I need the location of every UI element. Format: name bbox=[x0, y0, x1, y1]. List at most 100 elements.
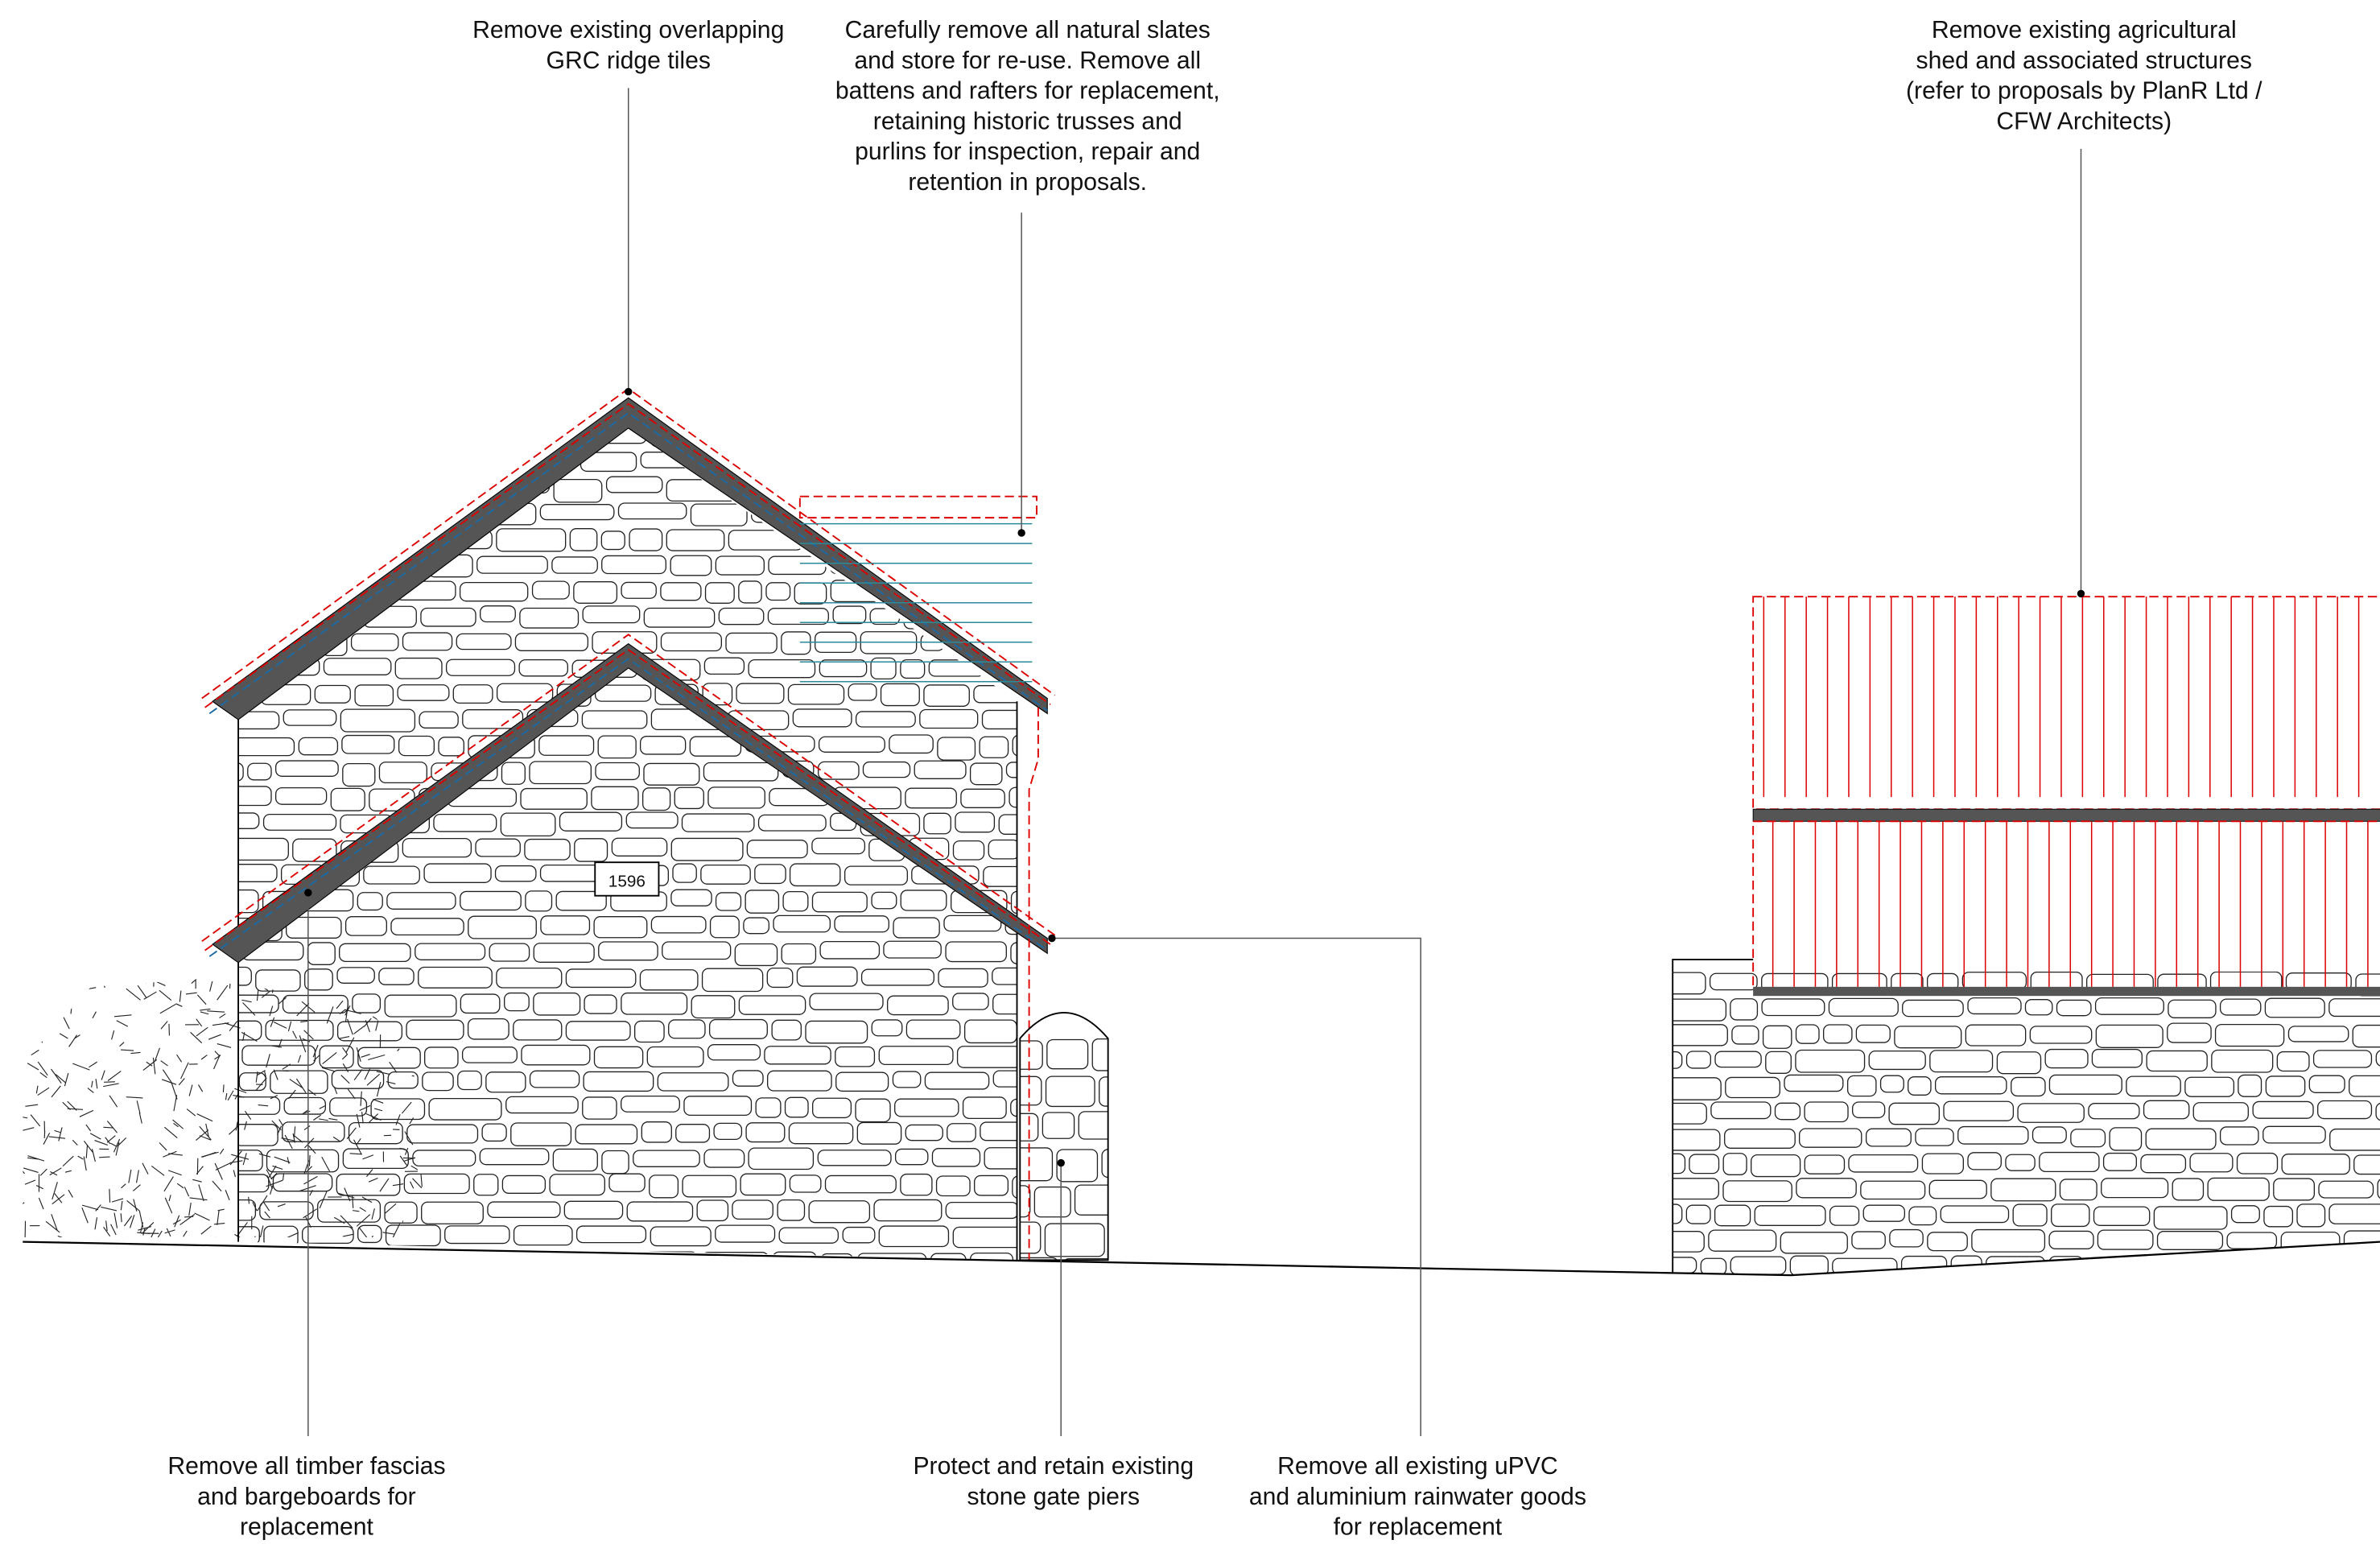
stone bbox=[1865, 1128, 1912, 1147]
leaf-stroke bbox=[164, 1229, 175, 1234]
stone bbox=[238, 1174, 270, 1193]
leaf-stroke bbox=[39, 1071, 47, 1079]
leaf-stroke bbox=[128, 1169, 132, 1183]
stone bbox=[611, 837, 668, 857]
stone bbox=[1879, 1075, 1904, 1093]
leaf-stroke bbox=[373, 1099, 384, 1104]
stone bbox=[507, 1251, 548, 1261]
leaf-stroke bbox=[51, 1214, 58, 1231]
leaf-stroke bbox=[215, 1162, 231, 1171]
stone bbox=[317, 1199, 382, 1223]
annotation-line: GRC ridge tiles bbox=[547, 47, 711, 74]
leaf-stroke bbox=[162, 1079, 177, 1085]
leaf-stroke bbox=[415, 979, 419, 985]
leaf-stroke bbox=[333, 1087, 338, 1095]
stone bbox=[1829, 1205, 1860, 1226]
stone bbox=[696, 1199, 729, 1222]
stone bbox=[901, 427, 940, 444]
stone bbox=[594, 684, 652, 702]
stone bbox=[354, 684, 394, 707]
stone bbox=[707, 1044, 761, 1061]
stone bbox=[1673, 1178, 1719, 1200]
stone bbox=[2143, 1100, 2190, 1120]
leaf-stroke bbox=[202, 1151, 217, 1158]
stone bbox=[1099, 1076, 1108, 1107]
leaf-stroke bbox=[194, 1212, 210, 1221]
leaf-stroke bbox=[72, 1139, 78, 1146]
leaf-stroke bbox=[404, 1147, 409, 1155]
stone bbox=[282, 1121, 345, 1142]
stone bbox=[421, 1201, 484, 1224]
stone bbox=[2375, 1050, 2380, 1067]
stone bbox=[344, 916, 387, 936]
stone bbox=[643, 762, 700, 786]
stone bbox=[1010, 890, 1017, 914]
stone bbox=[2086, 1257, 2120, 1276]
stone bbox=[670, 555, 712, 576]
stone bbox=[1967, 1152, 2002, 1170]
leaf-stroke bbox=[361, 1054, 370, 1058]
stone bbox=[263, 1225, 299, 1248]
stone bbox=[2029, 1026, 2093, 1044]
leaf-stroke bbox=[270, 1172, 278, 1180]
stone bbox=[238, 554, 241, 578]
stone bbox=[981, 709, 1017, 730]
stone bbox=[597, 735, 637, 759]
stone bbox=[298, 451, 369, 471]
leaf-stroke bbox=[289, 1079, 303, 1089]
stone bbox=[2101, 1178, 2169, 1199]
stone bbox=[468, 915, 537, 939]
stone bbox=[777, 1199, 806, 1221]
annotation-line: and store for re-use. Remove all bbox=[854, 47, 1201, 74]
leaf-stroke bbox=[105, 1220, 108, 1232]
stone bbox=[893, 917, 940, 939]
stone bbox=[2156, 1230, 2224, 1250]
stone bbox=[1927, 1232, 1968, 1252]
stone bbox=[238, 450, 249, 468]
leaf-stroke bbox=[179, 1214, 196, 1226]
stone bbox=[1860, 1180, 1926, 1200]
stone bbox=[292, 838, 337, 862]
leaf-stroke bbox=[83, 1156, 87, 1171]
stone bbox=[1813, 1282, 1872, 1303]
stone bbox=[2123, 1257, 2197, 1276]
leader-dot bbox=[2077, 589, 2085, 598]
leaf-stroke bbox=[435, 1121, 440, 1125]
stone bbox=[2252, 1100, 2314, 1119]
leaf-stroke bbox=[198, 1184, 204, 1202]
stone bbox=[519, 607, 580, 629]
leaf-stroke bbox=[27, 1063, 39, 1071]
leaf-stroke bbox=[256, 1070, 266, 1076]
annotation-line: Remove all existing uPVC bbox=[1277, 1453, 1558, 1480]
stone bbox=[238, 530, 245, 552]
stone bbox=[871, 891, 897, 910]
leaf-stroke bbox=[406, 984, 413, 996]
leaf-stroke bbox=[184, 1187, 190, 1197]
stone bbox=[859, 503, 892, 522]
stone bbox=[718, 607, 765, 625]
level-tag bbox=[594, 861, 660, 897]
stone bbox=[1868, 1050, 1926, 1071]
stone bbox=[674, 786, 704, 810]
stone bbox=[2088, 1103, 2140, 1120]
stone bbox=[495, 427, 532, 448]
stone bbox=[2349, 1075, 2380, 1097]
stone bbox=[301, 1225, 354, 1245]
stone bbox=[591, 786, 639, 811]
leaf-stroke bbox=[261, 991, 270, 998]
stone bbox=[398, 735, 435, 757]
leaf-stroke bbox=[214, 1051, 221, 1057]
stone bbox=[593, 916, 648, 939]
stone bbox=[494, 865, 537, 882]
stone bbox=[438, 1251, 504, 1261]
stone bbox=[871, 1019, 903, 1037]
stone bbox=[390, 918, 464, 936]
stone bbox=[457, 1070, 482, 1091]
annotation-line: Protect and retain existing bbox=[913, 1453, 1194, 1480]
stone bbox=[689, 736, 742, 757]
stone bbox=[487, 1201, 561, 1218]
shed-cladding bbox=[1763, 597, 2369, 987]
leaf-stroke bbox=[257, 1195, 268, 1212]
leaf-stroke bbox=[219, 1013, 226, 1018]
leaf-stroke bbox=[111, 1198, 124, 1203]
